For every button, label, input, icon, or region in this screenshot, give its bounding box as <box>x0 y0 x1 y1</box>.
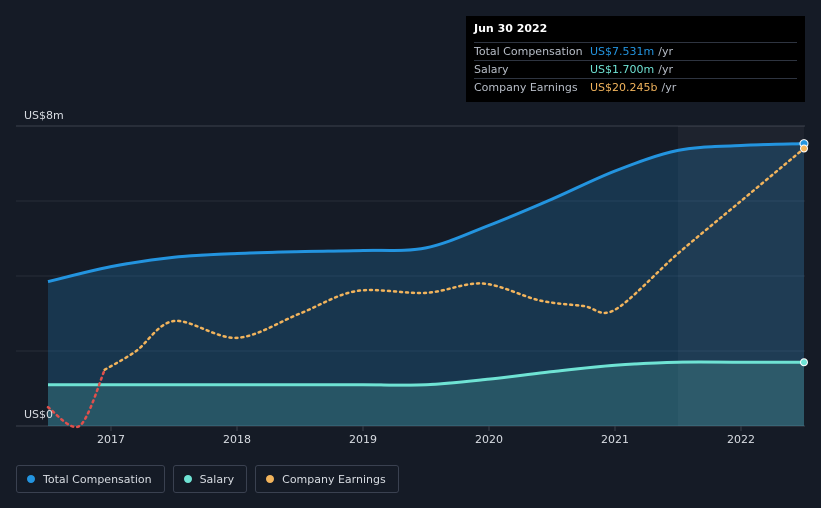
tooltip-label: Total Compensation <box>474 45 583 58</box>
company-earnings-marker[interactable] <box>800 144 808 153</box>
x-tick-label: 2017 <box>97 433 125 446</box>
legend-dot-icon <box>183 475 192 483</box>
x-tick-label: 2019 <box>349 433 377 446</box>
tooltip-value: US$1.700m <box>590 63 655 76</box>
company-earnings-negative-segment <box>46 368 106 429</box>
tooltip-value: US$7.531m <box>590 45 655 58</box>
tooltip: Jun 30 2022 Total Compensation US$7.531m… <box>466 16 805 102</box>
company-earnings-line <box>46 147 806 429</box>
tooltip-unit: /yr <box>658 63 673 76</box>
tooltip-date: Jun 30 2022 <box>474 22 548 35</box>
salary-line <box>48 360 804 387</box>
legend-label: Salary <box>199 472 235 486</box>
gridlines <box>16 125 805 427</box>
legend-item-total-compensation[interactable]: Total Compensation <box>16 465 165 493</box>
legend-label: Company Earnings <box>282 472 386 486</box>
company-earnings-segment <box>103 147 806 371</box>
legend-item-salary[interactable]: Salary <box>172 465 248 493</box>
x-tick-label: 2022 <box>727 433 755 446</box>
tooltip-label: Salary <box>474 63 509 76</box>
total-compensation-area <box>48 143 804 426</box>
salary-area <box>48 362 804 426</box>
legend-dot-icon <box>27 475 35 483</box>
salary-marker[interactable] <box>800 358 808 367</box>
legend: Total Compensation Salary Company Earnin… <box>16 465 399 493</box>
tooltip-value: US$20.245b <box>590 81 658 94</box>
y-axis-top-label: US$8m <box>24 109 64 122</box>
legend-label: Total Compensation <box>43 472 152 486</box>
x-tick-label: 2020 <box>475 433 503 446</box>
x-axis: 2017 2018 2019 2020 2021 2022 <box>97 426 755 446</box>
tooltip-row-salary: Salary US$1.700m /yr <box>474 60 797 78</box>
legend-dot-icon <box>266 475 275 483</box>
tooltip-label: Company Earnings <box>474 81 578 94</box>
chart: US$8m US$0 2017 2018 2019 2020 2021 2022 <box>16 109 809 446</box>
total-compensation-line <box>47 142 805 284</box>
tooltip-row-total-compensation: Total Compensation US$7.531m /yr <box>474 42 797 60</box>
tooltip-unit: /yr <box>661 81 677 94</box>
tooltip-row-company-earnings: Company Earnings US$20.245b /yr <box>474 78 797 96</box>
x-tick-label: 2018 <box>223 433 251 446</box>
highlight-region <box>678 126 804 426</box>
x-tick-label: 2021 <box>601 433 629 446</box>
y-axis-bottom-label: US$0 <box>24 408 53 421</box>
tooltip-unit: /yr <box>658 45 673 58</box>
legend-item-company-earnings[interactable]: Company Earnings <box>255 465 399 493</box>
